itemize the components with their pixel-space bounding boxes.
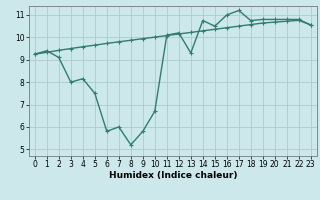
X-axis label: Humidex (Indice chaleur): Humidex (Indice chaleur) <box>108 171 237 180</box>
